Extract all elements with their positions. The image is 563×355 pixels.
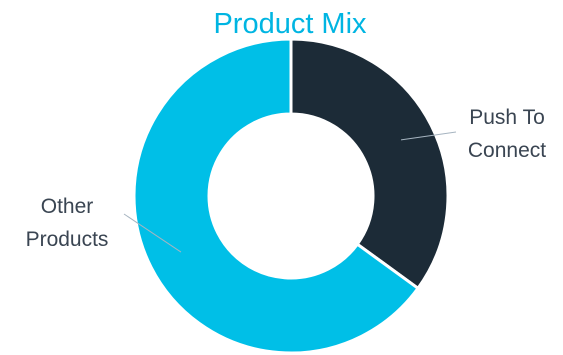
slices-group	[132, 37, 450, 355]
slice-label-line: Push To	[469, 106, 545, 129]
slice-label: Push To Connect	[468, 106, 546, 162]
slice-label-line: Other	[41, 195, 94, 218]
slice-label-line: Connect	[468, 139, 546, 162]
donut-slice-other-products	[132, 37, 421, 355]
slice-label-line: Products	[26, 228, 109, 251]
slice-label: Other Products	[26, 195, 109, 251]
leader-line	[400, 131, 457, 141]
leader-line	[123, 213, 182, 253]
chart-title: Product Mix	[213, 8, 367, 40]
labels-group: Push To Connect Other Products	[26, 106, 546, 253]
donut-slice-push-to-connect	[289, 37, 450, 291]
